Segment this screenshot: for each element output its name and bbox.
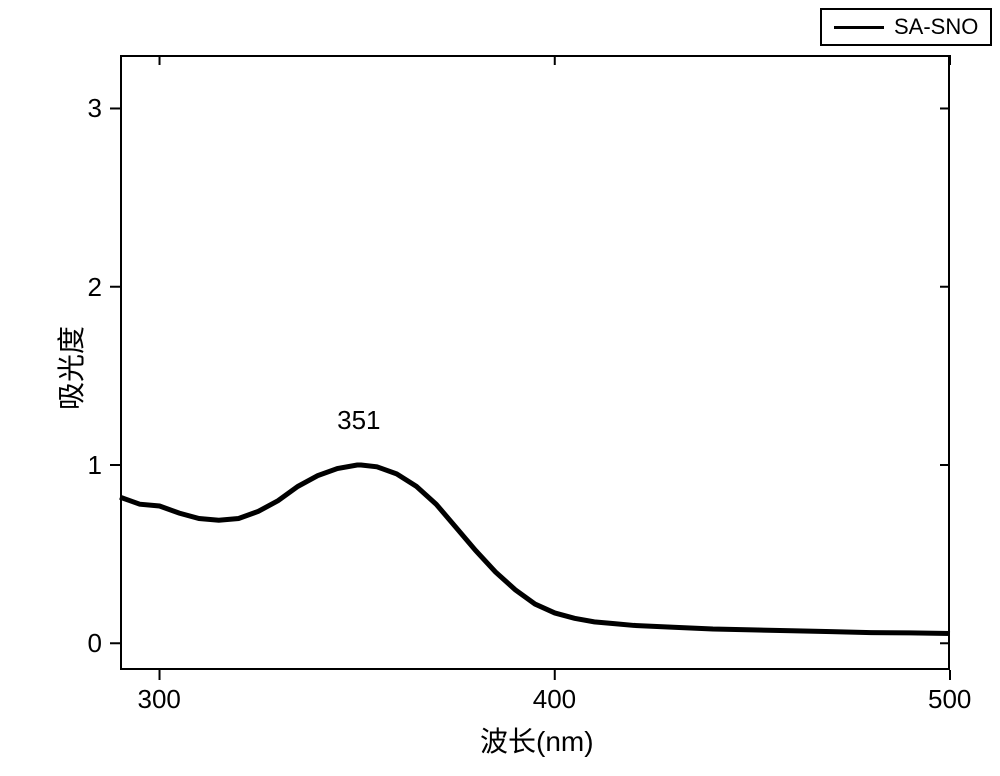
- chart-container: SA-SNO 吸光度 波长(nm) 351 0123 300400500: [0, 0, 1000, 776]
- peak-annotation: 351: [337, 405, 380, 436]
- y-tick-label: 3: [88, 93, 102, 124]
- x-tick-label: 400: [533, 684, 576, 715]
- x-ticks: [160, 55, 950, 680]
- y-tick-label: 2: [88, 272, 102, 303]
- y-ticks: [110, 108, 950, 643]
- data-line: [120, 465, 950, 633]
- y-tick-label: 1: [88, 450, 102, 481]
- x-axis-label: 波长(nm): [480, 720, 594, 760]
- x-tick-label: 300: [138, 684, 181, 715]
- x-tick-label: 500: [928, 684, 971, 715]
- y-tick-label: 0: [88, 628, 102, 659]
- chart-svg: [0, 0, 1000, 776]
- y-axis-label: 吸光度: [50, 325, 90, 409]
